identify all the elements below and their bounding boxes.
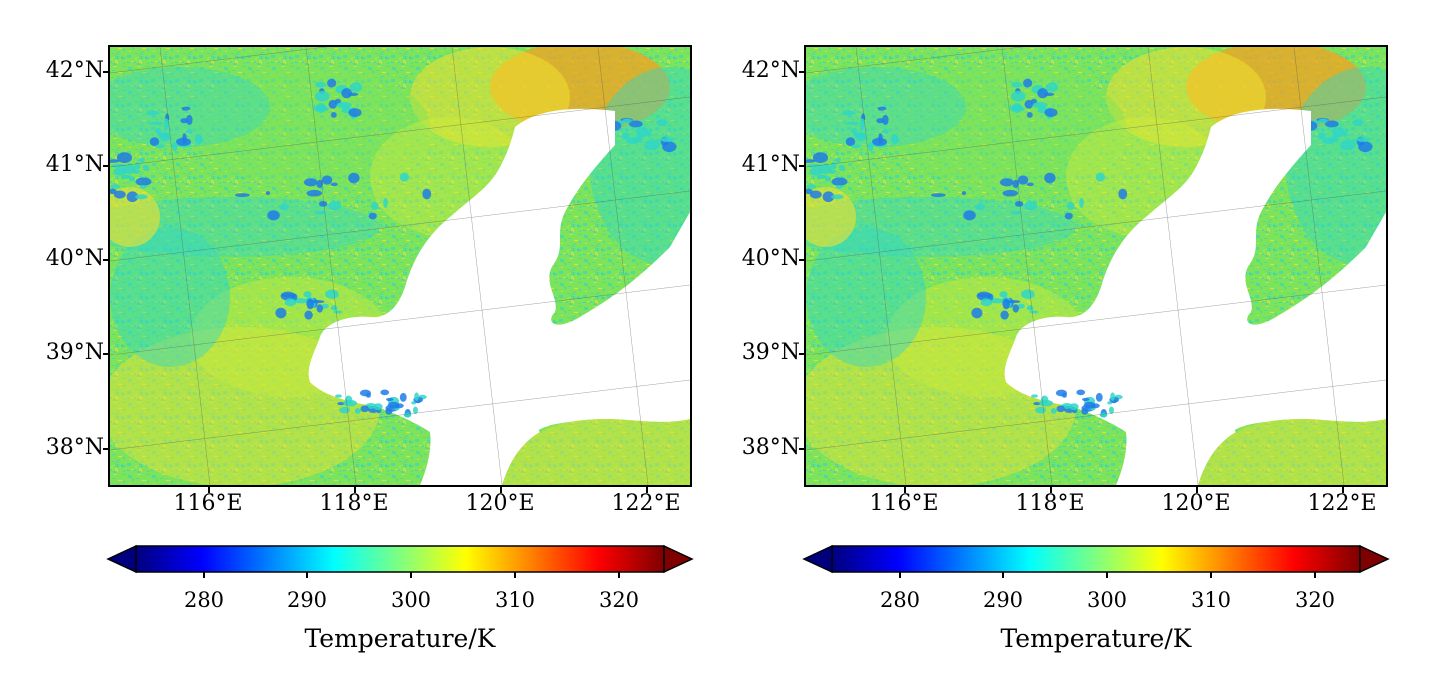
lat-tick — [799, 448, 805, 450]
temperature-map — [806, 47, 1386, 485]
lat-label-40: 40°N — [741, 246, 800, 271]
graticule — [110, 47, 690, 485]
map-panel-left: 42°N 41°N 40°N 39°N 38°N 116°E 118°E 120… — [0, 0, 700, 676]
colorbar-title: Temperature/K — [304, 624, 496, 653]
colorbar-tick — [1002, 572, 1004, 578]
colorbar-tick — [1314, 572, 1316, 578]
lat-label-41: 41°N — [741, 152, 800, 177]
colorbar-tick — [618, 572, 620, 578]
lon-label-116: 116°E — [173, 491, 243, 516]
lat-tick — [799, 165, 805, 167]
colorbar-label-310: 310 — [494, 588, 536, 612]
lat-label-38: 38°N — [741, 435, 800, 460]
lat-label-40: 40°N — [45, 246, 104, 271]
lat-label-42: 42°N — [741, 58, 800, 83]
colorbar — [106, 544, 694, 578]
lat-label-41: 41°N — [45, 152, 104, 177]
lon-label-116: 116°E — [869, 491, 939, 516]
graticule — [806, 47, 1386, 485]
map-frame — [804, 45, 1388, 487]
lat-tick — [103, 259, 109, 261]
lon-label-118: 118°E — [319, 491, 389, 516]
lon-tick — [1196, 487, 1198, 493]
colorbar-label-300: 300 — [1086, 588, 1128, 612]
colorbar-label-320: 320 — [598, 588, 640, 612]
colorbar-label-280: 280 — [879, 588, 921, 612]
colorbar-tick — [899, 572, 901, 578]
colorbar-label-290: 290 — [286, 588, 328, 612]
map-panel-right: 42°N 41°N 40°N 39°N 38°N 116°E 118°E 120… — [696, 0, 1396, 676]
temperature-map — [110, 47, 690, 485]
colorbar-gradient — [802, 544, 1390, 574]
lon-tick — [208, 487, 210, 493]
lon-tick — [500, 487, 502, 493]
lon-tick — [904, 487, 906, 493]
colorbar-title: Temperature/K — [1000, 624, 1192, 653]
colorbar-gradient — [106, 544, 694, 574]
colorbar-label-310: 310 — [1190, 588, 1232, 612]
colorbar-label-300: 300 — [390, 588, 432, 612]
colorbar-tick — [306, 572, 308, 578]
lat-tick — [799, 353, 805, 355]
colorbar-tick — [1106, 572, 1108, 578]
lat-tick — [799, 259, 805, 261]
lon-label-122: 122°E — [611, 491, 681, 516]
lat-tick — [103, 353, 109, 355]
lon-tick — [646, 487, 648, 493]
sea-area — [308, 108, 690, 485]
colorbar-tick — [1210, 572, 1212, 578]
map-frame — [108, 45, 692, 487]
lat-tick — [799, 71, 805, 73]
colorbar-label-290: 290 — [982, 588, 1024, 612]
colorbar-tick — [203, 572, 205, 578]
lat-label-39: 39°N — [45, 340, 104, 365]
lon-tick — [1050, 487, 1052, 493]
lat-label-42: 42°N — [45, 58, 104, 83]
lon-tick — [354, 487, 356, 493]
lon-label-120: 120°E — [465, 491, 535, 516]
colorbar-tick — [410, 572, 412, 578]
colorbar-label-280: 280 — [183, 588, 225, 612]
lon-label-120: 120°E — [1161, 491, 1231, 516]
lon-label-118: 118°E — [1015, 491, 1085, 516]
lat-tick — [103, 448, 109, 450]
sea-area — [1004, 108, 1386, 485]
colorbar — [802, 544, 1390, 578]
lon-label-122: 122°E — [1307, 491, 1377, 516]
colorbar-label-320: 320 — [1294, 588, 1336, 612]
lat-label-38: 38°N — [45, 435, 104, 460]
colorbar-tick — [514, 572, 516, 578]
lat-tick — [103, 165, 109, 167]
lat-tick — [103, 71, 109, 73]
lat-label-39: 39°N — [741, 340, 800, 365]
lon-tick — [1342, 487, 1344, 493]
